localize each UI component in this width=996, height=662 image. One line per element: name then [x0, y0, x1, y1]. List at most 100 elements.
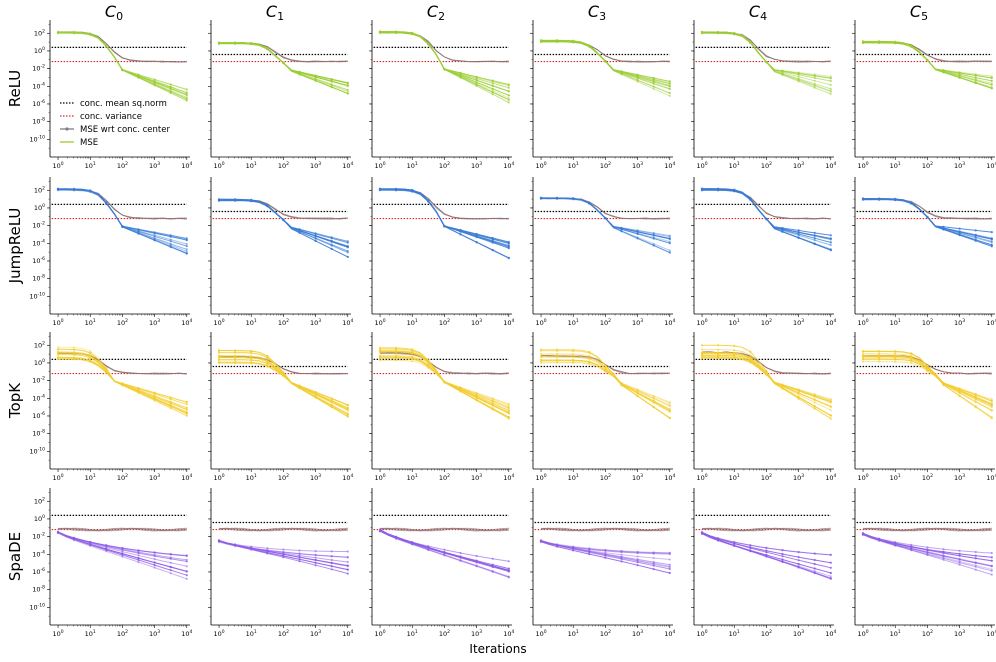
mse-center-series: [57, 188, 187, 220]
mse-point: [829, 87, 832, 90]
mse-series-8: [541, 41, 670, 97]
mse-point: [733, 357, 736, 360]
mse-point: [507, 98, 510, 101]
mse-point: [266, 356, 269, 359]
mse-series-3: [541, 197, 670, 251]
y-tick-label-3: 10-4: [32, 549, 45, 558]
mse-point: [443, 68, 446, 71]
mse-point: [427, 366, 430, 369]
mse-point: [185, 88, 188, 91]
mse-point: [926, 215, 929, 219]
mse-point: [137, 549, 140, 552]
mse-point: [314, 79, 317, 82]
panel-r2-c3: 100 101 102 103 104: [530, 332, 675, 482]
mse-point: [749, 360, 752, 364]
mse-point: [958, 552, 961, 556]
x-tick-label-2: 102: [439, 318, 450, 327]
mse-point: [153, 237, 156, 240]
mse-point: [443, 225, 446, 228]
x-tick-label-2: 102: [117, 318, 128, 327]
mse-point: [604, 60, 607, 63]
mse-point: [507, 94, 510, 97]
mse-point: [878, 360, 881, 363]
mse-point: [765, 218, 768, 221]
mse-point: [797, 229, 800, 232]
mse-point: [765, 60, 768, 64]
mse-point: [153, 81, 156, 84]
mse-center-series: [57, 352, 187, 375]
mse-point: [507, 86, 510, 89]
mse-point: [507, 409, 510, 412]
mse-point: [990, 231, 993, 234]
x-tick-label-4: 104: [503, 161, 514, 170]
mse-point: [346, 556, 349, 559]
mse-point: [378, 359, 382, 362]
mse-point: [137, 554, 140, 557]
x-tick-label-2: 102: [600, 473, 611, 482]
mse-point: [185, 245, 188, 248]
mse-point: [475, 241, 478, 244]
x-tick-label-4: 104: [503, 473, 514, 482]
mse-point: [56, 346, 60, 349]
x-tick-label-4: 104: [986, 318, 996, 327]
mse-point: [942, 548, 945, 551]
x-tick-label-4: 104: [664, 318, 675, 327]
mse-point: [652, 551, 655, 554]
x-tick-label-2: 102: [439, 629, 450, 638]
mse-point: [217, 539, 221, 542]
x-tick-label-2: 102: [600, 161, 611, 170]
mse-point: [185, 97, 188, 100]
mse-center-series: [218, 42, 348, 63]
mse-point: [137, 228, 140, 231]
mse-point: [942, 228, 945, 231]
mse-point: [652, 556, 655, 560]
mse-point: [990, 556, 993, 559]
x-tick-label-0: 100: [374, 161, 385, 170]
mse-point: [942, 550, 945, 553]
mse-point: [926, 59, 929, 62]
mse-center-series: [218, 355, 348, 375]
mse-point: [314, 76, 317, 79]
x-tick-label-0: 100: [857, 473, 868, 482]
panel-r2-c0: 102 100 10-2 10-4 10-6 10-8 10-10 100 101 102 103 1…: [29, 332, 192, 482]
mse-point: [588, 547, 591, 551]
mse-point: [330, 555, 333, 558]
mse-point: [652, 87, 655, 90]
mse-center-series: [218, 355, 348, 375]
mse-point: [250, 361, 253, 364]
mse-point: [910, 201, 913, 204]
mse-point: [330, 400, 333, 403]
mse-point: [958, 230, 961, 233]
mse-point: [958, 560, 961, 563]
mse-point: [733, 344, 736, 347]
mse-point: [395, 352, 398, 355]
mse-point: [813, 231, 816, 234]
x-tick-label-4: 104: [825, 161, 836, 170]
mse-point: [217, 354, 221, 357]
x-tick-label-2: 102: [922, 161, 933, 170]
mse-point: [411, 32, 414, 35]
mse-point: [974, 236, 977, 239]
mse-point: [652, 82, 655, 85]
mse-center-series: [702, 31, 831, 63]
mse-point: [813, 79, 816, 82]
x-tick-label-0: 100: [52, 161, 63, 170]
mse-point: [475, 76, 478, 79]
mse-point: [539, 40, 543, 43]
mse-point: [974, 233, 977, 236]
mse-point: [378, 189, 382, 192]
mse-point: [153, 551, 156, 554]
mse-point: [411, 360, 414, 363]
mse-point: [910, 362, 913, 365]
mse-point: [878, 355, 881, 358]
mse-point: [668, 240, 671, 243]
legend-label-1: conc. variance: [80, 112, 142, 122]
mse-series-8: [863, 350, 992, 402]
mse-point: [378, 357, 382, 360]
y-tick-label-2: 10-2: [32, 532, 45, 541]
mse-point: [556, 40, 559, 43]
mse-point: [813, 405, 816, 408]
mse-point: [169, 83, 172, 86]
mse-point: [829, 571, 832, 575]
x-tick-label-4: 104: [342, 318, 353, 327]
